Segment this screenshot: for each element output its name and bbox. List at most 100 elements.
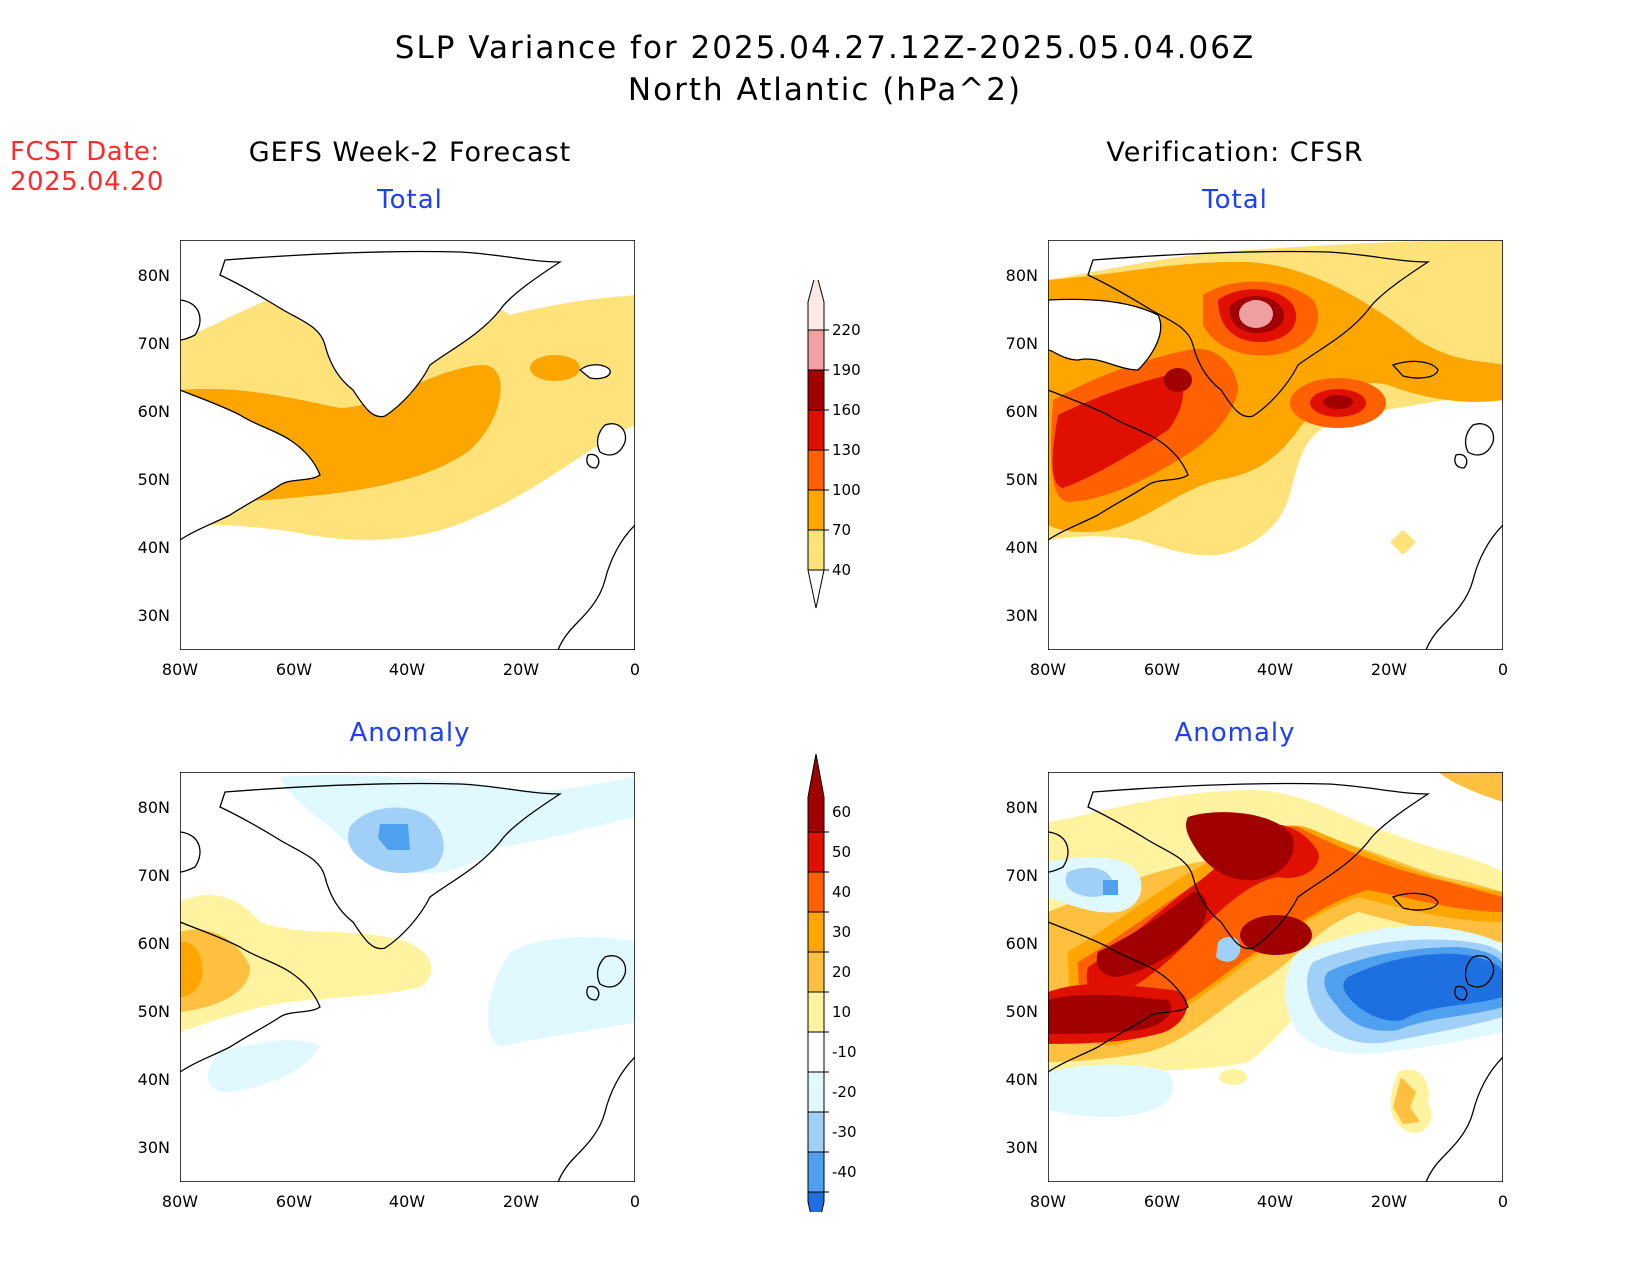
anomaly-colorbar-label: 10 (832, 1003, 851, 1021)
anomaly-colorbar-swatch (807, 1031, 825, 1073)
bottom-right-lat-label: 70N (1005, 866, 1038, 885)
forecast-date-label: FCST Date: 2025.04.20 (10, 137, 164, 197)
anomaly-colorbar-label: -30 (832, 1123, 857, 1141)
bottom-left-lat-label: 80N (137, 798, 170, 817)
total-colorbar: 40 70 100 130 160 190 220 (807, 280, 861, 609)
forecast-anomaly-land (180, 782, 635, 1182)
top-left-lon-label: 60W (275, 660, 313, 679)
anomaly-colorbar-label: 50 (832, 843, 851, 861)
verification-anomaly-shading (1048, 772, 1503, 1182)
anomaly-colorbar-swatch (807, 1111, 825, 1153)
total-colorbar-label: 100 (832, 481, 861, 499)
top-right-lon-label: 80W (1029, 660, 1067, 679)
main-title: SLP Variance for 2025.04.27.12Z-2025.05.… (394, 30, 1256, 66)
bottom-right-lon-label: 80W (1029, 1192, 1067, 1211)
top-right-lon-label: 0 (1497, 660, 1509, 679)
bottom-left-lat-label: 50N (137, 1002, 170, 1021)
total-colorbar-swatch (807, 369, 825, 411)
bottom-right-lon-label: 20W (1370, 1192, 1408, 1211)
bottom-right-lat-label: 30N (1005, 1138, 1038, 1157)
bottom-left-lon-label: 20W (502, 1192, 540, 1211)
top-right-lat-label: 60N (1005, 402, 1038, 421)
bottom-right-panel-title: Anomaly (1174, 718, 1296, 748)
total-colorbar-label: 70 (832, 521, 851, 539)
forecast-total-map (180, 240, 635, 650)
anomaly-colorbar-label: 60 (832, 803, 851, 821)
top-right-lon-label: 20W (1370, 660, 1408, 679)
forecast-date: 2025.04.20 (10, 167, 164, 197)
main-subtitle: North Atlantic (hPa^2) (627, 72, 1023, 108)
top-left-lat-label: 40N (137, 538, 170, 557)
top-left-lon-label: 0 (629, 660, 641, 679)
bottom-left-lon-label: 40W (388, 1192, 426, 1211)
anomaly-colorbar-label: 40 (832, 883, 851, 901)
top-left-lat-label: 70N (137, 334, 170, 353)
anomaly-colorbar-swatch (807, 1151, 825, 1193)
anomaly-colorbar-swatch (807, 991, 825, 1033)
top-right-lon-label: 60W (1143, 660, 1181, 679)
total-colorbar-swatch (807, 409, 825, 451)
top-left-lat-label: 60N (137, 402, 170, 421)
top-left-panel-title: Total (377, 185, 443, 215)
bottom-left-lon-label: 80W (161, 1192, 199, 1211)
verification-total-shading (1048, 240, 1503, 556)
top-right-lat-label: 40N (1005, 538, 1038, 557)
anomaly-colorbar-swatch (807, 1071, 825, 1113)
top-left-lon-label: 20W (502, 660, 540, 679)
anomaly-colorbar-swatch (807, 871, 825, 913)
bottom-left-lat-label: 30N (137, 1138, 170, 1157)
verification-anomaly-land (1048, 782, 1503, 1182)
top-left-lon-label: 40W (388, 660, 426, 679)
anomaly-colorbar-swatch (807, 753, 825, 833)
bottom-right-lat-label: 80N (1005, 798, 1038, 817)
top-right-lat-label: 30N (1005, 606, 1038, 625)
bottom-left-panel-title: Anomaly (349, 718, 471, 748)
anomaly-colorbar-swatch (807, 1191, 825, 1212)
anomaly-colorbar-label: -40 (832, 1163, 857, 1181)
bottom-left-lon-label: 0 (629, 1192, 641, 1211)
anomaly-colorbar-swatch (807, 951, 825, 993)
top-left-lon-label: 80W (161, 660, 199, 679)
top-left-lat-label: 30N (137, 606, 170, 625)
total-colorbar-swatch (807, 329, 825, 371)
anomaly-colorbar: 60 50 40 30 20 10 -10 -20 -30 -40 (807, 753, 857, 1212)
bottom-right-lat-label: 40N (1005, 1070, 1038, 1089)
bottom-right-lat-label: 60N (1005, 934, 1038, 953)
bottom-left-lat-label: 60N (137, 934, 170, 953)
top-right-panel-title: Total (1202, 185, 1268, 215)
anomaly-colorbar-label: -10 (832, 1043, 857, 1061)
verification-total-land (1048, 250, 1503, 650)
left-column-title: GEFS Week-2 Forecast (248, 137, 572, 168)
forecast-total-land (180, 250, 635, 650)
anomaly-colorbar-swatch (807, 831, 825, 873)
total-colorbar-label: 40 (832, 561, 851, 579)
total-colorbar-swatch (807, 449, 825, 491)
total-colorbar-label: 190 (832, 361, 861, 379)
total-colorbar-label: 130 (832, 441, 861, 459)
total-colorbar-swatch (807, 529, 825, 571)
bottom-right-lat-label: 50N (1005, 1002, 1038, 1021)
top-right-lon-label: 40W (1256, 660, 1294, 679)
forecast-anomaly-map (180, 772, 635, 1182)
forecast-anomaly-shading (180, 775, 635, 1093)
bottom-right-lon-label: 40W (1256, 1192, 1294, 1211)
top-left-lat-label: 80N (137, 266, 170, 285)
bottom-left-lat-label: 40N (137, 1070, 170, 1089)
top-left-lat-label: 50N (137, 470, 170, 489)
top-right-lat-label: 70N (1005, 334, 1038, 353)
total-colorbar-lower-arrow (807, 569, 825, 609)
anomaly-colorbar-label: 20 (832, 963, 851, 981)
forecast-label: FCST Date: (10, 137, 160, 167)
anomaly-colorbar-label: 30 (832, 923, 851, 941)
bottom-right-lon-label: 60W (1143, 1192, 1181, 1211)
bottom-left-lon-label: 60W (275, 1192, 313, 1211)
top-right-lat-label: 80N (1005, 266, 1038, 285)
verification-total-map (1048, 240, 1503, 650)
anomaly-colorbar-swatch (807, 911, 825, 953)
top-right-lat-label: 50N (1005, 470, 1038, 489)
bottom-left-lat-label: 70N (137, 866, 170, 885)
total-colorbar-label: 160 (832, 401, 861, 419)
right-column-title: Verification: CFSR (1106, 137, 1364, 168)
anomaly-colorbar-label: -20 (832, 1083, 857, 1101)
total-colorbar-label: 220 (832, 321, 861, 339)
